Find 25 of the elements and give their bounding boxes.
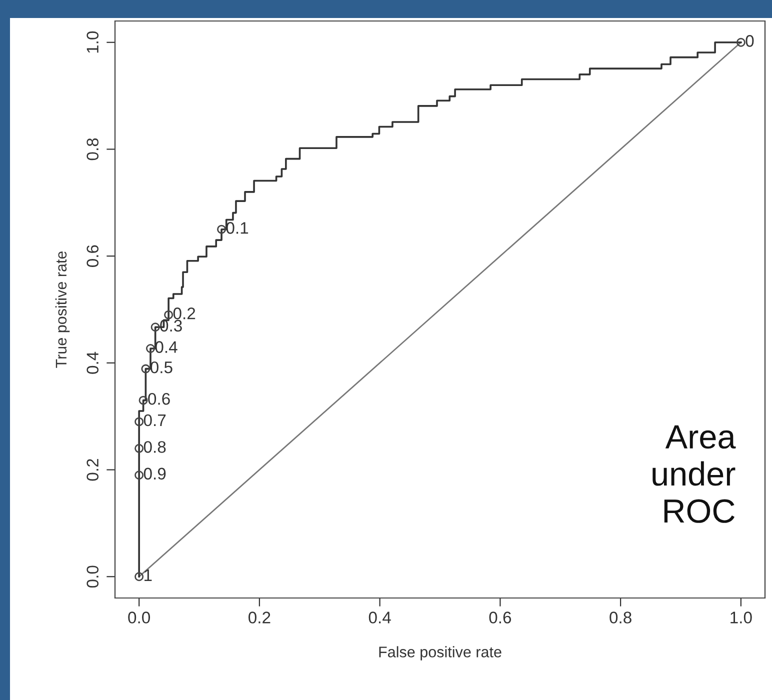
- annotation: 0: [746, 35, 754, 47]
- y-tick-label: 0.2: [86, 459, 99, 481]
- annotation: 0.4: [155, 341, 178, 353]
- annotation: 0.7: [144, 414, 166, 426]
- x-tick-label: 0.0: [128, 612, 150, 624]
- annotation: Area under ROC: [652, 425, 736, 523]
- annotation: 0.6: [148, 392, 170, 405]
- y-tick-label: 0.8: [86, 138, 99, 160]
- annotation: 0.9: [144, 468, 166, 480]
- annotation: 0.8: [144, 441, 166, 453]
- x-tick-label: 0.8: [610, 612, 632, 624]
- x-tick-label: 1.0: [730, 612, 752, 624]
- x-tick-label: 0.6: [489, 612, 512, 624]
- y-tick-label: 0.0: [86, 566, 99, 588]
- annotation: 0.1: [226, 222, 248, 234]
- annotation: 1: [144, 569, 152, 581]
- y-tick-label: 0.6: [86, 245, 99, 268]
- x-tick-label: 0.2: [248, 612, 270, 624]
- y-tick-label: 0.4: [86, 352, 99, 374]
- y-axis-title: True positive rate: [55, 251, 70, 368]
- y-tick-label: 1.0: [86, 31, 99, 53]
- x-axis-title: False positive rate: [379, 646, 502, 660]
- annotation: 0.5: [150, 361, 172, 374]
- annotation: 0.2: [173, 308, 196, 320]
- x-tick-label: 0.4: [368, 612, 391, 624]
